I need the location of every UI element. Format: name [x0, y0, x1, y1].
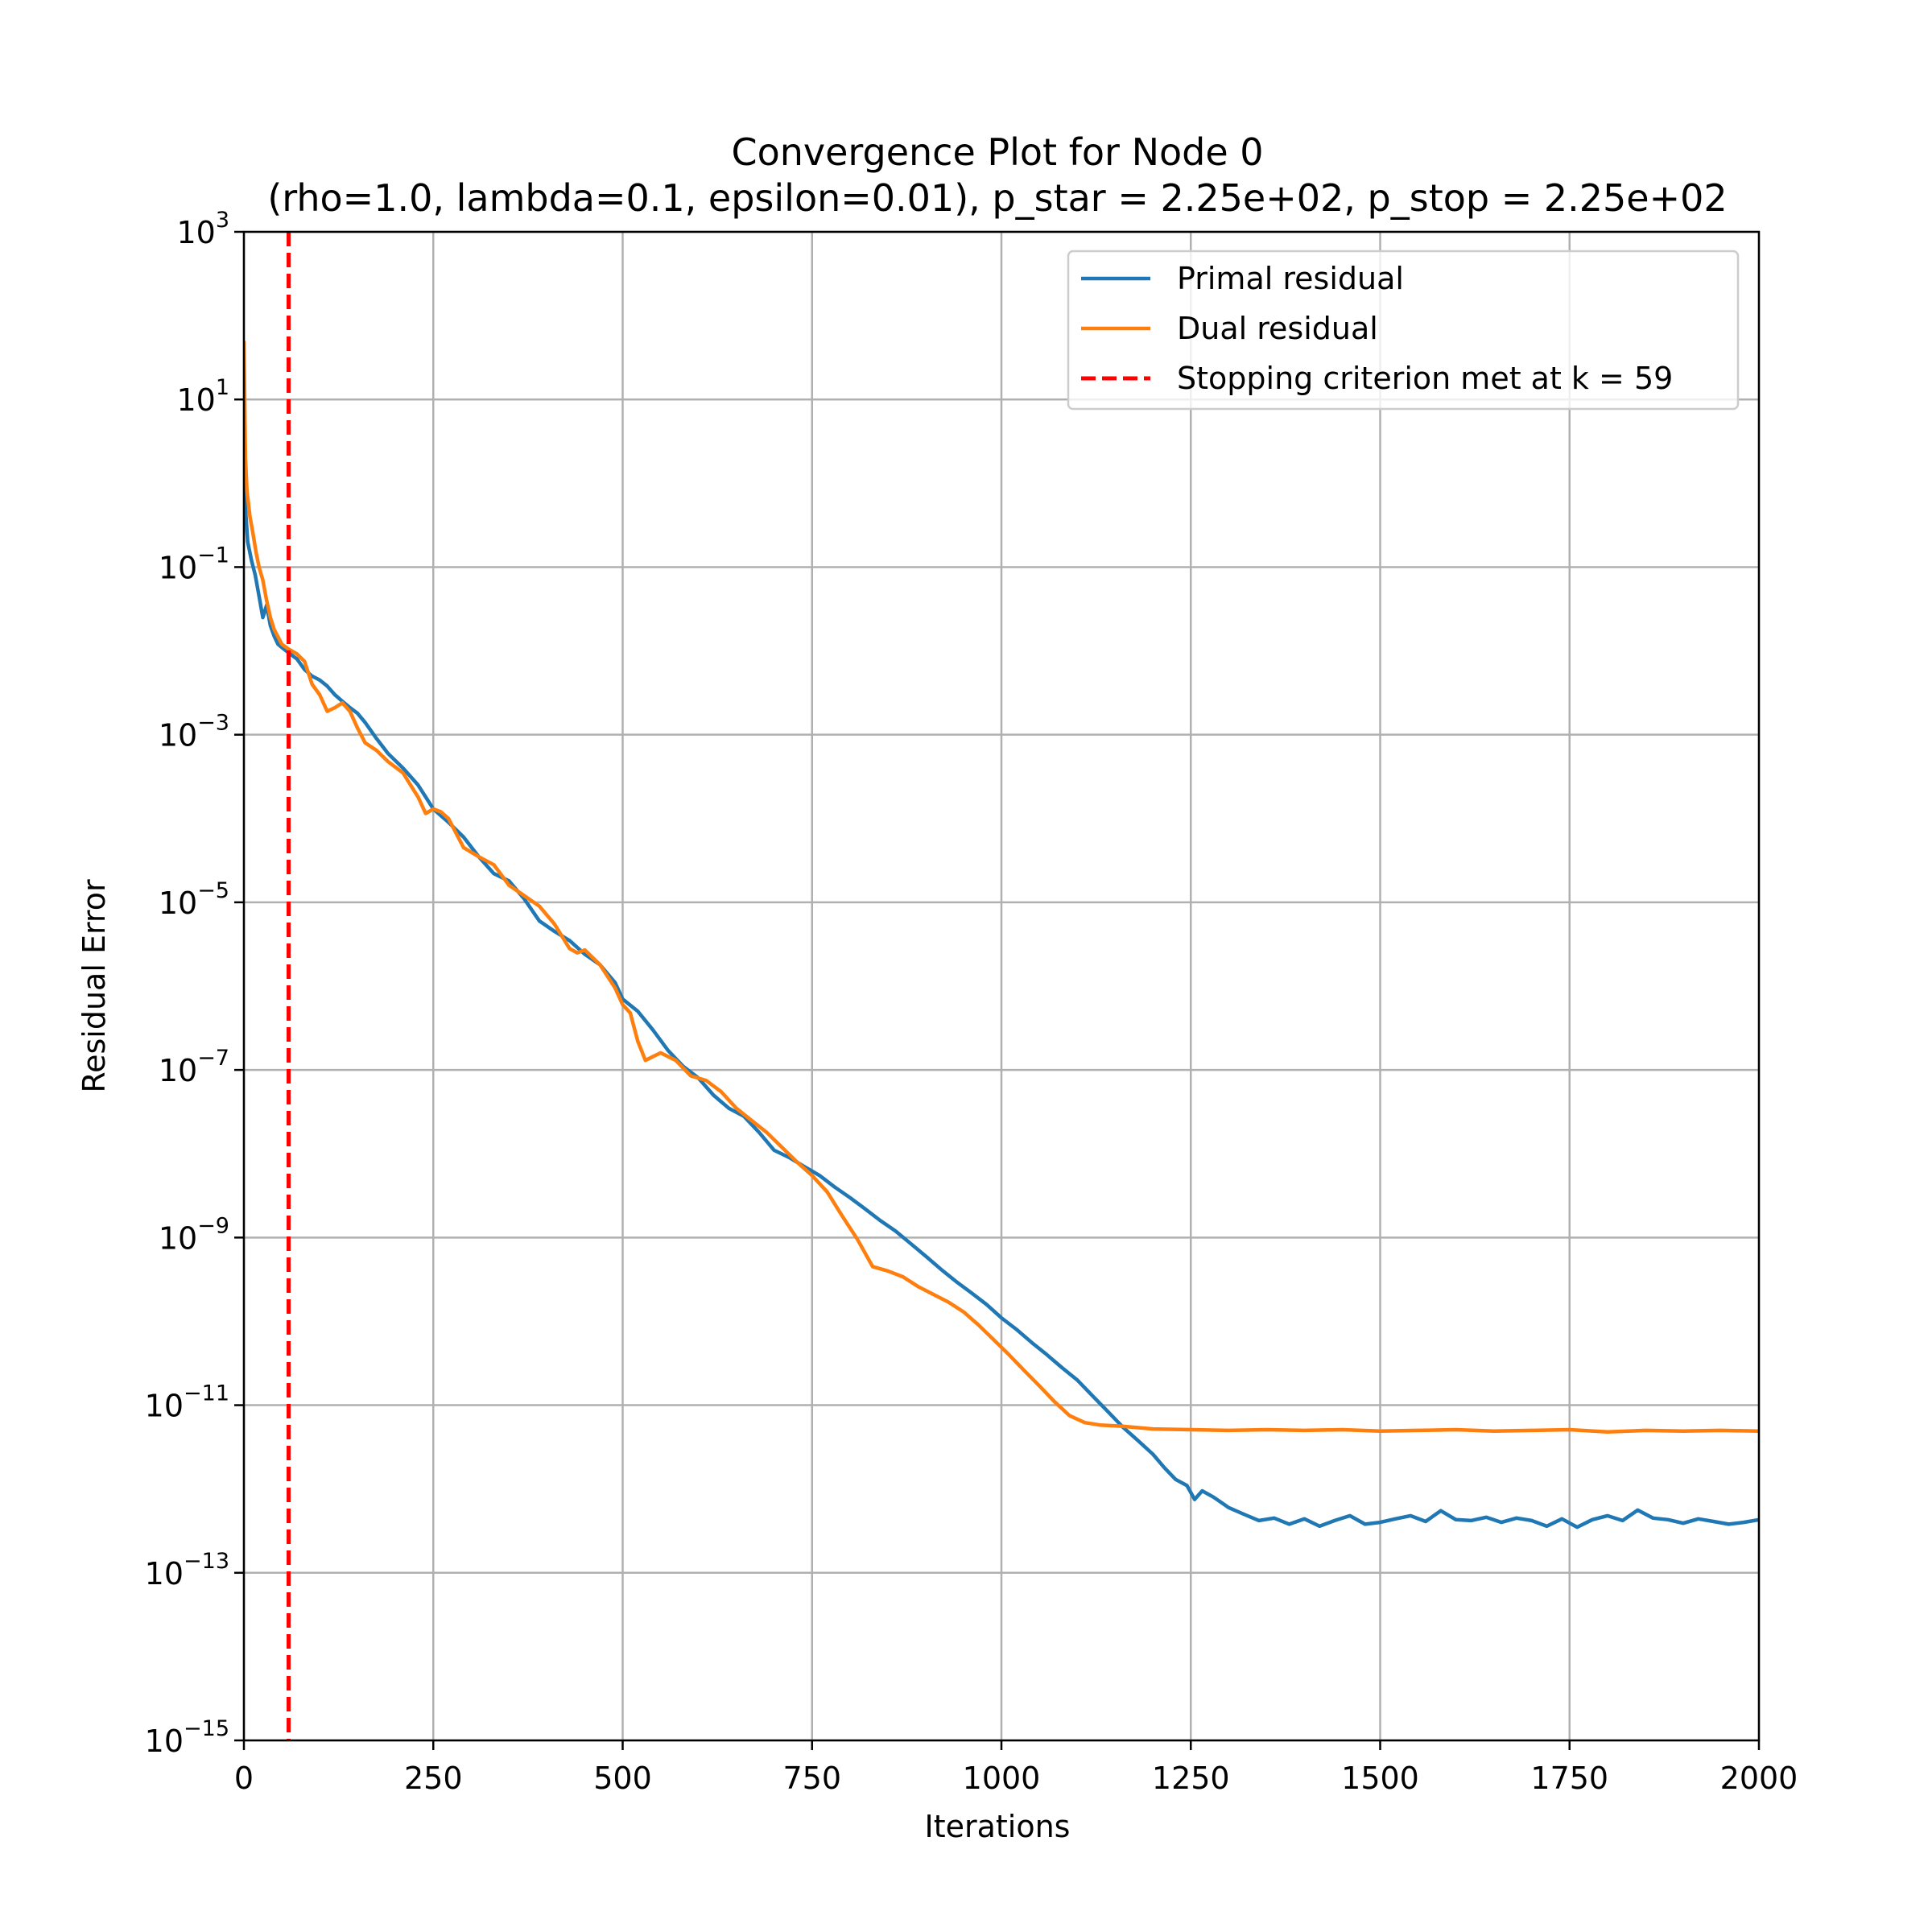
- x-tick-label: 0: [234, 1761, 254, 1796]
- legend-label: Primal residual: [1177, 261, 1404, 296]
- x-tick-label: 500: [593, 1761, 652, 1796]
- y-tick-label: 10−1: [159, 543, 229, 585]
- axis-ticks: 0 250 500 750 1000 1250 1500 1750 2000 103 101 10−1…: [145, 208, 1798, 1796]
- x-tick-label: 1250: [1152, 1761, 1230, 1796]
- legend-label: Dual residual: [1177, 311, 1378, 346]
- chart-subtitle: (rho=1.0, lambda=0.1, epsilon=0.01), p_s…: [267, 176, 1727, 220]
- x-axis-label: Iterations: [925, 1809, 1071, 1844]
- legend: Primal residual Dual residual Stopping cri…: [1067, 250, 1740, 411]
- x-tick-label: 750: [782, 1761, 841, 1796]
- legend-label: Stopping criterion met at k = 59: [1177, 361, 1673, 396]
- series-line-dual-residual: [244, 341, 1759, 1434]
- y-tick-label: 10−5: [159, 878, 229, 921]
- y-tick-label: 101: [176, 375, 229, 418]
- x-tick-label: 2000: [1720, 1761, 1798, 1796]
- legend-box: [1067, 250, 1740, 411]
- y-tick-label: 10−7: [159, 1046, 229, 1088]
- series-layer: [244, 341, 1759, 1530]
- x-tick-label: 1500: [1341, 1761, 1419, 1796]
- y-tick-label: 10−9: [159, 1213, 229, 1256]
- chart-title: Convergence Plot for Node 0: [731, 130, 1263, 174]
- y-tick-label: 10−15: [145, 1716, 229, 1759]
- y-axis-label: Residual Error: [76, 879, 112, 1093]
- x-tick-label: 1750: [1530, 1761, 1608, 1796]
- x-tick-label: 250: [404, 1761, 463, 1796]
- y-tick-label: 10−3: [159, 711, 229, 753]
- y-tick-label: 103: [176, 208, 229, 250]
- y-tick-label: 10−11: [145, 1381, 229, 1424]
- x-tick-label: 1000: [963, 1761, 1041, 1796]
- y-tick-label: 10−13: [145, 1549, 229, 1591]
- plot-frame: [242, 230, 1761, 1742]
